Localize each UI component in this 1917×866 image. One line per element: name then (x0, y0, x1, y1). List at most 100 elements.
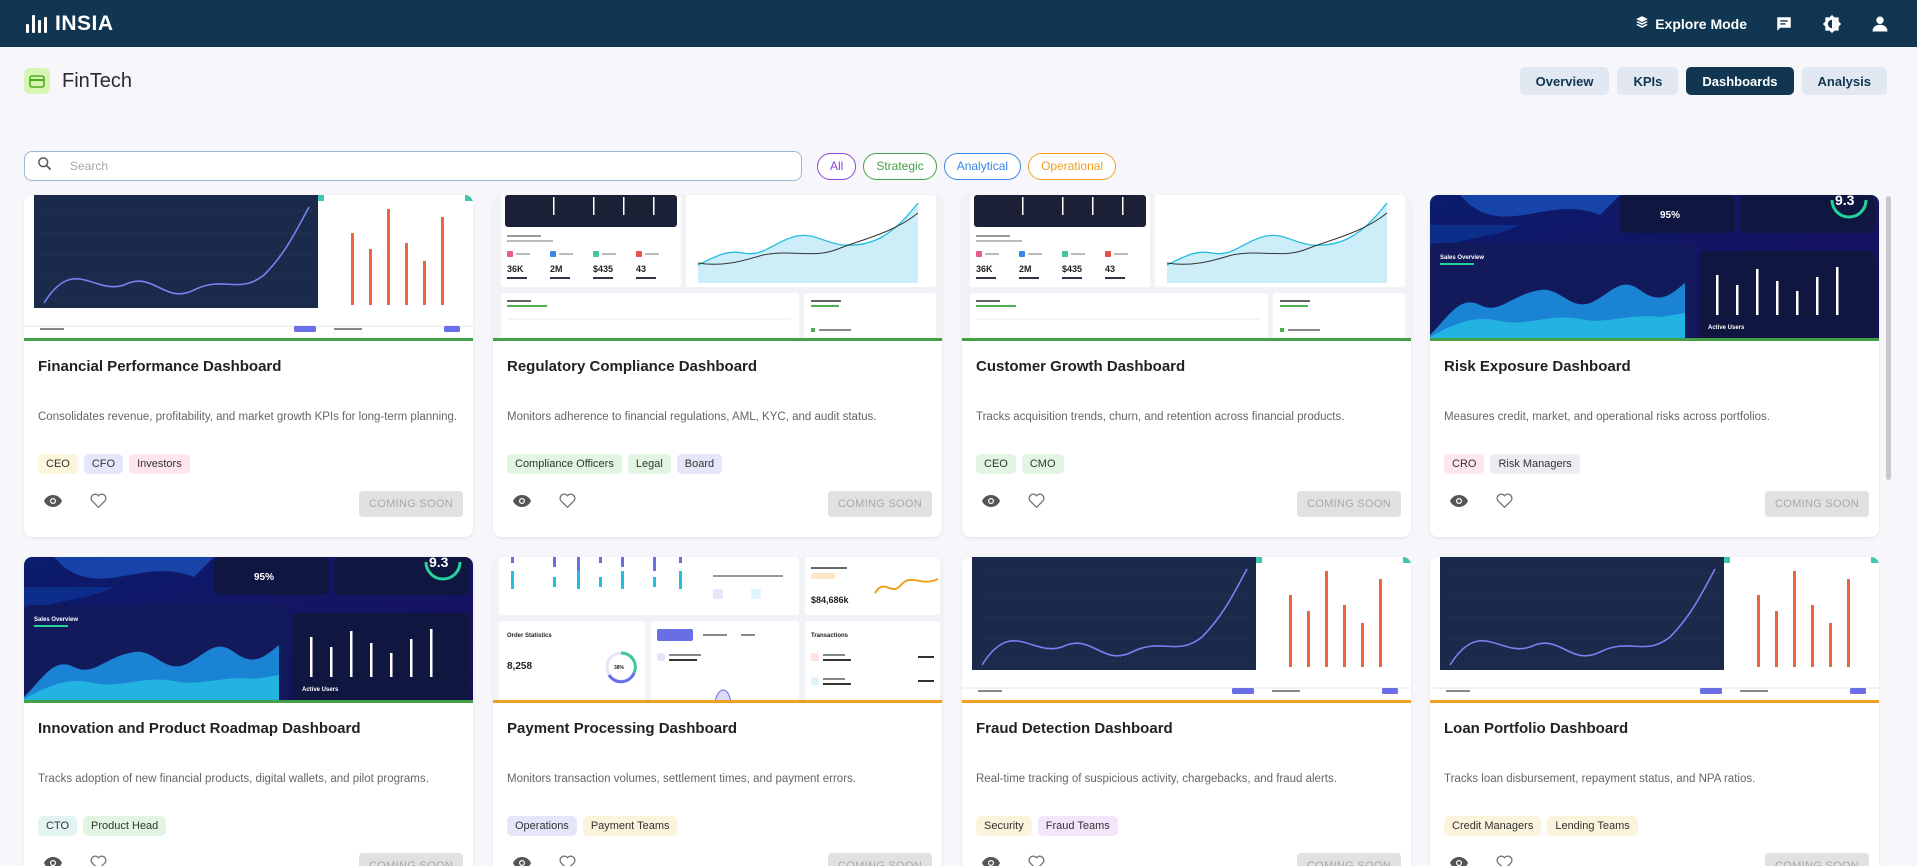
coming-soon-button: COMING SOON (1765, 491, 1869, 517)
search-input[interactable] (70, 159, 750, 173)
theme-toggle-icon[interactable] (1821, 13, 1843, 35)
app-logo[interactable]: INSIA (26, 12, 114, 36)
audience-tag: CTO (38, 816, 78, 836)
dashboard-card[interactable]: 36K 2M $435 43 Customer Growth Dashboard Trac… (962, 195, 1411, 537)
dashboard-card[interactable]: $84,686k Order Statistics 8,258 38% Transact… (493, 557, 942, 866)
card-description: Tracks loan disbursement, repayment stat… (1444, 773, 1756, 785)
category-color-bar (1430, 338, 1879, 341)
dashboard-thumbnail[interactable] (1430, 557, 1879, 702)
svg-text:$435: $435 (1062, 264, 1082, 274)
dashboard-thumbnail[interactable]: 36K 2M $435 43 (962, 195, 1411, 340)
card-actions (1450, 855, 1513, 866)
audience-tags: Compliance Officers Legal Board (507, 454, 723, 474)
card-description: Consolidates revenue, profitability, and… (38, 411, 458, 423)
audience-tag: CEO (976, 454, 1016, 474)
audience-tag: Legal (627, 454, 671, 474)
user-profile-icon[interactable] (1869, 13, 1891, 35)
audience-tag: Fraud Teams (1037, 816, 1118, 836)
card-title[interactable]: Innovation and Product Roadmap Dashboard (38, 720, 361, 737)
svg-text:9.3: 9.3 (429, 557, 449, 570)
organization-name: FinTech (62, 69, 133, 92)
card-title[interactable]: Regulatory Compliance Dashboard (507, 358, 758, 375)
coming-soon-button: COMING SOON (359, 853, 463, 866)
view-eye-icon[interactable] (44, 856, 62, 866)
view-eye-icon[interactable] (513, 494, 531, 513)
explore-mode-button[interactable]: Explore Mode (1635, 15, 1747, 32)
card-title[interactable]: Fraud Detection Dashboard (976, 720, 1173, 737)
audience-tag: Operations (507, 816, 577, 836)
audience-tag: Product Head (83, 816, 167, 836)
card-title[interactable]: Loan Portfolio Dashboard (1444, 720, 1629, 737)
card-title[interactable]: Financial Performance Dashboard (38, 358, 282, 375)
view-eye-icon[interactable] (982, 856, 1000, 866)
dashboard-card[interactable]: Loan Portfolio Dashboard Tracks loan disb… (1430, 557, 1879, 866)
favorite-heart-icon[interactable] (1496, 493, 1513, 513)
dashboard-thumbnail[interactable] (962, 557, 1411, 702)
audience-tag: Investors (129, 454, 190, 474)
view-eye-icon[interactable] (44, 494, 62, 513)
filter-chip-analytical[interactable]: Analytical (943, 152, 1022, 180)
audience-tag: Board (676, 454, 723, 474)
card-title[interactable]: Risk Exposure Dashboard (1444, 358, 1631, 375)
category-color-bar (24, 700, 473, 703)
filter-chip-strategic[interactable]: Strategic (863, 152, 937, 180)
dashboard-thumbnail[interactable]: 95% 9.3 Sales Overview Active Users (1430, 195, 1879, 340)
view-eye-icon[interactable] (513, 856, 531, 866)
coming-soon-button: COMING SOON (1765, 853, 1869, 866)
category-color-bar (493, 700, 942, 703)
dashboard-thumbnail[interactable]: $84,686k Order Statistics 8,258 38% Transact… (493, 557, 942, 702)
favorite-heart-icon[interactable] (90, 855, 107, 866)
svg-text:Active Users: Active Users (1708, 325, 1745, 331)
vertical-scrollbar[interactable] (1886, 196, 1891, 480)
dashboard-card[interactable]: 95% 9.3 Sales Overview Active Users Innovati… (24, 557, 473, 866)
dashboard-thumbnail[interactable]: 95% 9.3 Sales Overview Active Users (24, 557, 473, 702)
tab-overview[interactable]: Overview (1519, 67, 1610, 95)
favorite-heart-icon[interactable] (1028, 855, 1045, 866)
favorite-heart-icon[interactable] (1028, 493, 1045, 513)
view-eye-icon[interactable] (1450, 856, 1468, 866)
category-color-bar (493, 338, 942, 341)
card-actions (982, 855, 1045, 866)
favorite-heart-icon[interactable] (559, 855, 576, 866)
card-description: Tracks adoption of new financial product… (38, 773, 429, 785)
svg-text:Active Users: Active Users (302, 687, 339, 693)
filter-chip-operational[interactable]: Operational (1028, 152, 1117, 180)
search-icon (37, 156, 52, 176)
category-color-bar (962, 338, 1411, 341)
svg-text:43: 43 (1105, 264, 1115, 274)
audience-tags: Operations Payment Teams (507, 816, 678, 836)
app-brand-name: INSIA (55, 11, 114, 35)
dashboard-card[interactable]: 36K 2M $435 43 Regulatory Compliance Dashboa… (493, 195, 942, 537)
card-actions (513, 855, 576, 866)
favorite-heart-icon[interactable] (90, 493, 107, 513)
filter-chip-all[interactable]: All (817, 152, 857, 180)
view-eye-icon[interactable] (1450, 494, 1468, 513)
category-color-bar (1430, 700, 1879, 703)
coming-soon-button: COMING SOON (828, 853, 932, 866)
dashboard-card[interactable]: Financial Performance Dashboard Consolida… (24, 195, 473, 537)
card-description: Tracks acquisition trends, churn, and re… (976, 411, 1345, 423)
search-box[interactable] (24, 151, 802, 181)
tab-analysis[interactable]: Analysis (1801, 67, 1887, 95)
card-title[interactable]: Payment Processing Dashboard (507, 720, 738, 737)
dashboard-card[interactable]: 95% 9.3 Sales Overview Active Users Risk Exp… (1430, 195, 1879, 537)
view-eye-icon[interactable] (982, 494, 1000, 513)
category-color-bar (962, 700, 1411, 703)
svg-text:36K: 36K (976, 264, 993, 274)
chat-icon[interactable] (1773, 13, 1795, 35)
dashboard-thumbnail[interactable] (24, 195, 473, 340)
favorite-heart-icon[interactable] (1496, 855, 1513, 866)
favorite-heart-icon[interactable] (559, 493, 576, 513)
dashboard-thumbnail[interactable]: 36K 2M $435 43 (493, 195, 942, 340)
card-actions (982, 493, 1045, 513)
tab-dashboards[interactable]: Dashboards (1686, 67, 1794, 95)
coming-soon-button: COMING SOON (1297, 491, 1401, 517)
dashboard-card[interactable]: Fraud Detection Dashboard Real-time track… (962, 557, 1411, 866)
tab-kpis[interactable]: KPIs (1617, 67, 1679, 95)
page-header: FinTech Overview KPIs Dashboards Analysis (24, 66, 1887, 96)
card-title[interactable]: Customer Growth Dashboard (976, 358, 1186, 375)
svg-text:2M: 2M (1019, 264, 1032, 274)
svg-text:Order Statistics: Order Statistics (507, 633, 552, 639)
svg-text:9.3: 9.3 (1835, 195, 1855, 208)
svg-text:Transactions: Transactions (811, 633, 849, 639)
